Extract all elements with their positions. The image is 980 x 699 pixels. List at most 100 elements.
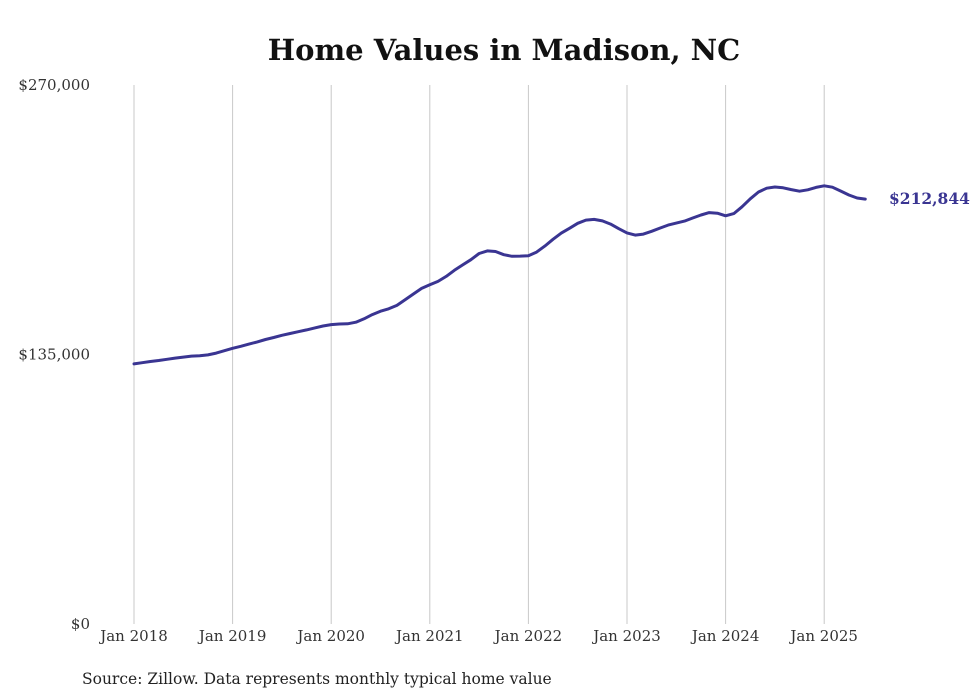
data-point-2018-01 [133, 363, 135, 365]
data-point-2019-11 [314, 327, 316, 329]
data-point-2022-11 [610, 223, 612, 225]
data-point-2019-08 [289, 333, 291, 335]
data-point-2025-05 [856, 197, 858, 199]
data-point-2021-12 [519, 255, 521, 257]
data-point-2025-03 [840, 190, 842, 192]
data-point-2023-08 [684, 220, 686, 222]
data-point-2024-04 [749, 198, 751, 200]
series-line [132, 184, 867, 366]
data-point-2022-07 [577, 222, 579, 224]
data-point-2018-05 [166, 358, 168, 360]
data-point-2025-06 [864, 198, 866, 200]
data-point-2023-03 [642, 233, 644, 235]
data-point-2020-07 [380, 310, 382, 312]
data-point-2019-09 [297, 331, 299, 333]
data-point-2023-06 [667, 224, 669, 226]
data-point-2021-06 [470, 259, 472, 261]
data-point-2019-06 [273, 337, 275, 339]
data-point-2023-12 [716, 212, 718, 214]
data-point-2020-12 [421, 287, 423, 289]
data-point-2023-07 [675, 222, 677, 224]
data-point-2020-05 [363, 318, 365, 320]
data-point-2024-05 [758, 191, 760, 193]
data-point-2022-01 [527, 255, 529, 257]
x-axis-ticks: Jan 2018 Jan 2019 Jan 2020 Jan 2021 Jan 2022… [98, 627, 858, 645]
data-point-2020-01 [330, 324, 332, 326]
data-point-2019-02 [240, 345, 242, 347]
data-point-2019-07 [281, 334, 283, 336]
data-point-2020-06 [371, 314, 373, 316]
data-point-2020-09 [396, 304, 398, 306]
x-tick-label: Jan 2019 [197, 627, 267, 645]
data-point-2022-05 [560, 232, 562, 234]
data-point-2020-03 [347, 323, 349, 325]
data-point-2018-11 [215, 352, 217, 354]
x-tick-label: Jan 2018 [98, 627, 168, 645]
data-point-2023-04 [651, 230, 653, 232]
data-point-2022-09 [593, 218, 595, 220]
x-tick-label: Jan 2020 [295, 627, 365, 645]
data-point-2018-02 [141, 362, 143, 364]
data-point-2023-11 [708, 212, 710, 214]
data-point-2021-03 [445, 275, 447, 277]
data-point-2025-04 [848, 194, 850, 196]
data-point-2023-02 [634, 234, 636, 236]
data-point-2020-11 [412, 293, 414, 295]
data-point-2025-01 [823, 185, 825, 187]
data-point-2018-12 [223, 350, 225, 352]
data-point-2021-07 [478, 253, 480, 255]
chart-title: Home Values in Madison, NC [268, 33, 741, 67]
data-point-2021-08 [486, 250, 488, 252]
data-point-2024-11 [807, 189, 809, 191]
data-point-2020-04 [355, 321, 357, 323]
data-point-2018-08 [191, 355, 193, 357]
x-tick-label: Jan 2023 [591, 627, 661, 645]
data-point-2024-08 [782, 187, 784, 189]
data-point-2018-07 [182, 356, 184, 358]
data-point-2025-02 [831, 186, 833, 188]
data-point-2020-08 [388, 308, 390, 310]
data-point-2021-04 [453, 269, 455, 271]
data-point-2019-01 [232, 347, 234, 349]
data-point-2021-11 [511, 255, 513, 257]
y-tick-label: $0 [71, 615, 90, 633]
data-point-2021-01 [429, 284, 431, 286]
data-point-2023-10 [700, 214, 702, 216]
data-point-2024-06 [766, 187, 768, 189]
data-point-2022-02 [536, 251, 538, 253]
x-tick-label: Jan 2025 [788, 627, 858, 645]
source-note: Source: Zillow. Data represents monthly … [82, 670, 552, 688]
y-axis-ticks: $0 $135,000 $270,000 [18, 76, 90, 633]
data-point-2024-12 [815, 186, 817, 188]
y-tick-label: $270,000 [18, 76, 90, 94]
data-point-2021-10 [503, 254, 505, 256]
data-point-2018-10 [207, 354, 209, 356]
data-point-2019-03 [248, 343, 250, 345]
data-point-2024-07 [774, 186, 776, 188]
data-point-2020-02 [338, 323, 340, 325]
x-tick-label: Jan 2021 [394, 627, 464, 645]
data-point-2024-02 [733, 213, 735, 215]
y-tick-label: $135,000 [18, 346, 90, 364]
data-point-2022-04 [552, 238, 554, 240]
data-point-2021-05 [462, 264, 464, 266]
data-point-2024-10 [799, 190, 801, 192]
x-tick-label: Jan 2024 [690, 627, 760, 645]
data-point-2023-01 [626, 232, 628, 234]
data-point-2020-10 [404, 299, 406, 301]
gridlines [133, 85, 825, 624]
data-point-2024-03 [741, 206, 743, 208]
data-point-2019-12 [322, 325, 324, 327]
data-point-2023-09 [692, 217, 694, 219]
x-tick-label: Jan 2022 [493, 627, 563, 645]
data-point-2021-02 [437, 280, 439, 282]
data-point-2022-12 [618, 228, 620, 230]
data-point-2019-10 [306, 329, 308, 331]
data-point-2024-01 [725, 215, 727, 217]
data-point-2018-03 [149, 361, 151, 363]
data-point-2022-08 [585, 219, 587, 221]
data-point-2018-04 [158, 360, 160, 362]
data-point-2019-04 [256, 341, 258, 343]
data-point-2021-09 [495, 251, 497, 253]
